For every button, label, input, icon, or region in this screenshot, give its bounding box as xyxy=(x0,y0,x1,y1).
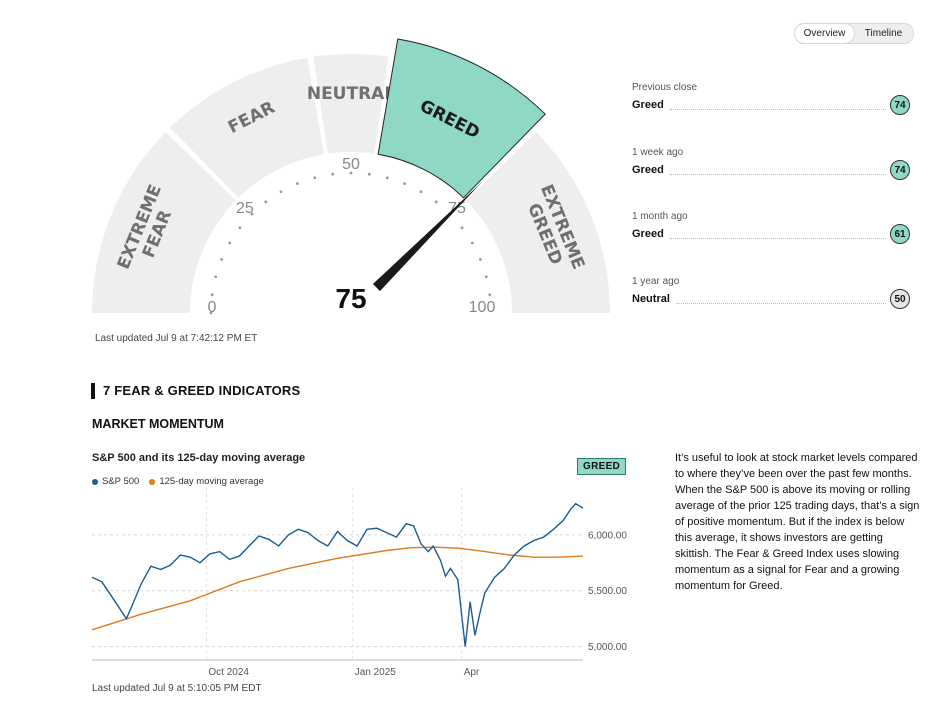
gauge-dot xyxy=(367,172,371,176)
history-rating: Greed xyxy=(632,228,664,240)
y-tick-label: 6,000.00 xyxy=(588,530,627,541)
x-tick-label: Apr xyxy=(464,667,480,678)
gauge-dot xyxy=(214,275,218,279)
gauge-dot xyxy=(313,176,317,180)
gauge-dot xyxy=(470,241,474,245)
gauge-dot xyxy=(209,311,213,315)
x-tick-label: Jan 2025 xyxy=(355,667,397,678)
history-when: 1 month ago xyxy=(632,211,688,222)
gauge-last-updated: Last updated Jul 9 at 7:42:12 PM ET xyxy=(95,333,258,344)
gauge-tick-label: 100 xyxy=(469,299,496,316)
gauge-dot xyxy=(250,212,254,216)
history-item: Previous close Greed 74 xyxy=(632,82,910,115)
y-tick-label: 5,000.00 xyxy=(588,642,627,653)
gauge-needle xyxy=(372,182,482,292)
legend-item-moving-average[interactable]: 125-day moving average xyxy=(149,476,264,487)
gauge-dot xyxy=(210,293,214,297)
gauge-tick-label: 25 xyxy=(236,200,254,217)
sector-extreme-fear xyxy=(92,132,236,313)
gauge-dot xyxy=(279,190,283,194)
history-when: Previous close xyxy=(632,82,698,93)
series-moving-average-line xyxy=(91,546,584,631)
legend-item-sp500[interactable]: S&P 500 xyxy=(92,476,139,487)
gauge-dot xyxy=(238,226,242,230)
history-item: 1 year ago Neutral 50 xyxy=(632,276,910,309)
history-when: 1 year ago xyxy=(632,276,680,287)
chart-last-updated: Last updated Jul 9 at 5:10:05 PM EDT xyxy=(92,683,262,694)
history-when: 1 week ago xyxy=(632,147,684,158)
gauge-tick-label: 0 xyxy=(208,299,217,316)
history-badge: 50 xyxy=(890,289,910,309)
status-badge: GREED xyxy=(577,458,627,475)
history-rating: Neutral xyxy=(632,293,670,305)
tab-overview[interactable]: Overview xyxy=(795,24,854,43)
gauge-dot xyxy=(296,182,299,186)
gauge-dot xyxy=(478,258,482,261)
history-badge: 61 xyxy=(890,224,910,244)
gauge-dot xyxy=(331,172,335,176)
gauge-dot xyxy=(220,258,224,261)
gauge-dot xyxy=(264,200,268,204)
gauge-segment-label: NEUTRAL xyxy=(307,84,395,104)
gauge-dot xyxy=(488,293,492,297)
sector-extreme-greed xyxy=(466,132,610,313)
gauge-value: 75 xyxy=(335,283,366,314)
history-badge: 74 xyxy=(890,160,910,180)
gauge-dot xyxy=(349,171,353,175)
history-item: 1 month ago Greed 61 xyxy=(632,211,910,244)
history-rating: Greed xyxy=(632,99,664,111)
momentum-title: MARKET MOMENTUM xyxy=(92,417,224,431)
gauge-dot xyxy=(228,241,232,245)
gauge-dot xyxy=(419,190,423,194)
gauge-dot xyxy=(484,275,488,279)
history-rating: Greed xyxy=(632,164,664,176)
gauge-dot xyxy=(385,176,389,180)
gauge-dot xyxy=(460,226,464,230)
series-sp500-line xyxy=(91,502,584,647)
view-toggle: Overview Timeline xyxy=(794,23,914,44)
sector-fear xyxy=(170,57,324,198)
sector-neutral xyxy=(313,54,389,154)
gauge-center xyxy=(299,263,403,367)
history-badge: 74 xyxy=(890,95,910,115)
gauge-tick-label: 50 xyxy=(342,156,360,173)
section-title: 7 FEAR & GREED INDICATORS xyxy=(91,383,300,399)
gauge-dot xyxy=(434,200,438,204)
indicator-description: It’s useful to look at stock market leve… xyxy=(675,452,920,592)
gauge-dot xyxy=(403,182,406,186)
chart-title: S&P 500 and its 125-day moving average xyxy=(92,452,306,464)
chart-legend: S&P 500 125-day moving average xyxy=(92,476,264,487)
tab-timeline[interactable]: Timeline xyxy=(864,28,903,39)
history-item: 1 week ago Greed 74 xyxy=(632,147,910,180)
y-tick-label: 5,500.00 xyxy=(588,586,627,597)
sector-greed xyxy=(377,38,546,199)
x-tick-label: Oct 2024 xyxy=(208,667,249,678)
